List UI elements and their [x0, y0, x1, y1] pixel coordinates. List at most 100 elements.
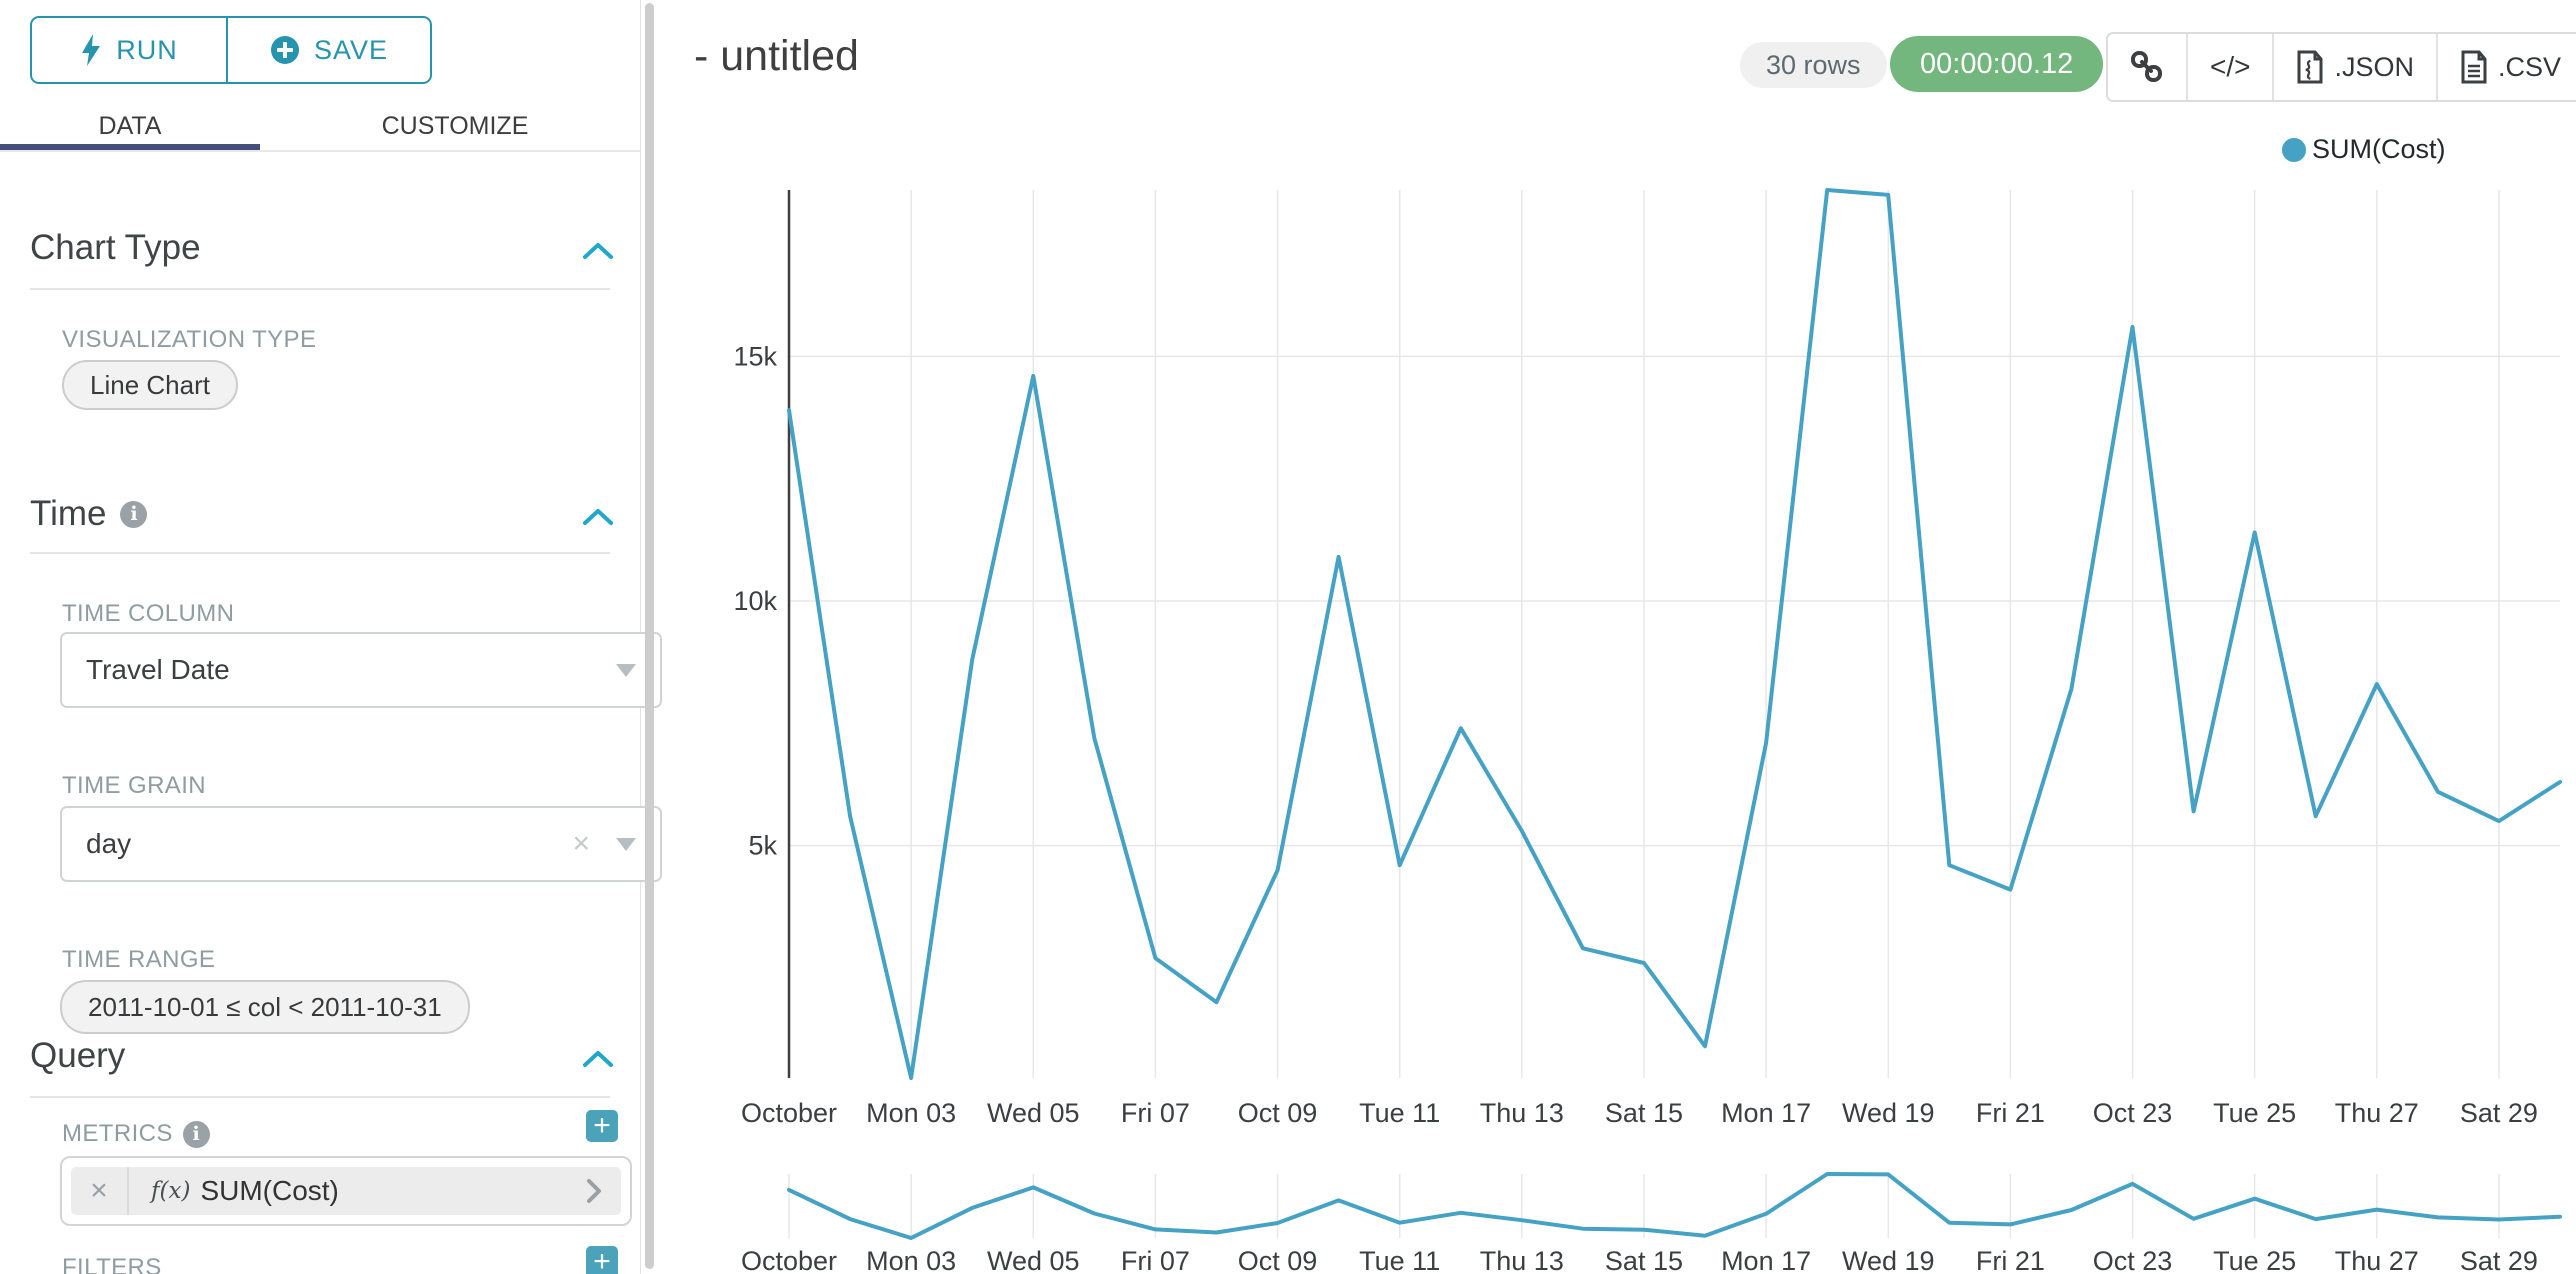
- section-time-header[interactable]: Time i: [30, 494, 148, 534]
- metrics-label: METRICS i: [62, 1120, 210, 1148]
- metrics-field: × f(x) SUM(Cost): [60, 1156, 632, 1226]
- section-query-title: Query: [30, 1036, 126, 1075]
- x-axis-tick-label: Oct 23: [2093, 1246, 2173, 1274]
- legend-series-dot: [2282, 137, 2306, 162]
- query-timer-badge: 00:00:00.12: [1890, 36, 2104, 92]
- time-column-value: Travel Date: [86, 654, 230, 685]
- chevron-right-icon: [587, 1179, 601, 1203]
- x-axis-tick-label: Fri 07: [1121, 1246, 1190, 1274]
- panel-scrollbar[interactable]: [645, 3, 654, 1269]
- expand-metric-chevron[interactable]: [567, 1178, 621, 1204]
- save-button-label: SAVE: [313, 34, 389, 65]
- token-divider: [127, 1167, 129, 1215]
- x-axis-tick-label: Wed 05: [987, 1098, 1080, 1128]
- run-button-label: RUN: [116, 34, 178, 65]
- time-grain-label: TIME GRAIN: [62, 772, 207, 799]
- active-tab-underline: [0, 144, 260, 151]
- x-axis-tick-label: Wed 05: [987, 1246, 1080, 1274]
- metric-value: SUM(Cost): [200, 1175, 339, 1206]
- info-icon: i: [120, 500, 148, 528]
- file-csv-icon: [2461, 50, 2487, 84]
- y-axis-tick-label: 10k: [733, 586, 777, 616]
- info-icon: i: [182, 1120, 210, 1148]
- save-chart-button[interactable]: SAVE: [228, 18, 430, 82]
- share-link-button[interactable]: [2108, 34, 2188, 100]
- time-column-select[interactable]: Travel Date: [60, 632, 662, 708]
- x-axis-tick-label: Sat 29: [2460, 1246, 2538, 1274]
- time-range-label: TIME RANGE: [62, 946, 216, 973]
- function-icon: f(x): [151, 1178, 191, 1204]
- x-axis-tick-label: Wed 19: [1842, 1246, 1935, 1274]
- row-count-badge: 30 rows: [1740, 42, 1887, 88]
- x-axis-tick-label: Tue 25: [2213, 1098, 2296, 1128]
- x-axis-tick-label: Thu 27: [2335, 1246, 2419, 1274]
- line-chart-canvas[interactable]: 5k 10k 15k October Mon 03 Wed 05 Fri 07 Oct 09 T…: [660, 170, 2576, 1274]
- x-axis-tick-label: Oct 23: [2093, 1098, 2173, 1128]
- embed-code-button[interactable]: </>: [2188, 34, 2275, 100]
- add-metric-button[interactable]: +: [586, 1110, 618, 1142]
- plus-circle-icon: [270, 36, 299, 64]
- metric-token[interactable]: × f(x) SUM(Cost): [71, 1167, 621, 1215]
- chart-legend[interactable]: SUM(Cost): [2282, 134, 2446, 165]
- filters-label: FILTERS: [62, 1254, 162, 1274]
- series-line-sum-cost[interactable]: [787, 188, 2562, 1080]
- x-axis-tick-label: Mon 03: [866, 1246, 956, 1274]
- x-axis-tick-label: Fri 21: [1976, 1098, 2045, 1128]
- x-axis-tick-label: Sat 15: [1605, 1098, 1683, 1128]
- x-axis-tick-label: Thu 13: [1480, 1098, 1564, 1128]
- x-axis-tick-label: Fri 21: [1976, 1246, 2045, 1274]
- time-range-value[interactable]: 2011-10-01 ≤ col < 2011-10-31: [60, 980, 470, 1034]
- link-icon: [2131, 51, 2162, 82]
- caret-down-icon: [616, 663, 636, 677]
- caret-down-icon: [616, 837, 636, 851]
- run-save-button-group: RUN SAVE: [30, 16, 432, 84]
- x-axis-tick-label: Mon 17: [1721, 1098, 1811, 1128]
- visualization-type-value[interactable]: Line Chart: [62, 360, 238, 410]
- x-axis-tick-label: Thu 27: [2335, 1098, 2419, 1128]
- export-csv-label: .CSV: [2498, 51, 2562, 82]
- tab-data[interactable]: DATA: [98, 111, 162, 140]
- y-axis-tick-label: 15k: [733, 341, 777, 371]
- chart-title[interactable]: - untitled: [694, 32, 859, 80]
- code-icon: </>: [2210, 51, 2251, 82]
- x-axis-tick-label: Fri 07: [1121, 1098, 1190, 1128]
- x-axis-tick-label: October: [741, 1098, 837, 1128]
- x-axis-tick-label: Wed 19: [1842, 1098, 1935, 1128]
- x-axis-tick-label: Tue 11: [1359, 1246, 1440, 1274]
- x-axis-tick-label: Sat 29: [2460, 1098, 2538, 1128]
- time-grain-value: day: [86, 828, 132, 859]
- run-query-button[interactable]: RUN: [32, 18, 228, 82]
- section-chart-type-title: Chart Type: [30, 228, 201, 267]
- clear-icon[interactable]: ×: [572, 827, 590, 860]
- chevron-up-icon[interactable]: [582, 508, 614, 526]
- lightning-bolt-icon: [82, 34, 101, 66]
- section-query-header[interactable]: Query: [30, 1036, 125, 1076]
- y-axis-tick-label: 5k: [748, 831, 777, 861]
- chevron-up-icon[interactable]: [582, 242, 614, 260]
- tab-customize[interactable]: CUSTOMIZE: [381, 111, 529, 140]
- section-divider: [30, 1096, 610, 1098]
- x-axis-tick-label: Sat 15: [1605, 1246, 1683, 1274]
- section-chart-type-header[interactable]: Chart Type: [30, 228, 201, 268]
- file-json-icon: [2297, 50, 2323, 84]
- remove-metric-icon[interactable]: ×: [90, 1174, 108, 1207]
- x-axis-tick-label: Mon 17: [1721, 1246, 1811, 1274]
- time-grain-select[interactable]: day ×: [60, 806, 662, 882]
- export-json-button[interactable]: .JSON: [2274, 34, 2438, 100]
- x-axis-tick-label: Oct 09: [1238, 1246, 1318, 1274]
- section-divider: [30, 552, 610, 554]
- export-csv-button[interactable]: .CSV: [2438, 34, 2576, 100]
- x-axis-tick-label: Mon 03: [866, 1098, 956, 1128]
- x-axis-tick-label: Oct 09: [1238, 1098, 1318, 1128]
- chevron-up-icon[interactable]: [582, 1050, 614, 1068]
- time-column-label: TIME COLUMN: [62, 600, 235, 627]
- export-button-group: </> .JSON .CSV: [2106, 32, 2576, 102]
- x-axis-tick-label: Tue 11: [1359, 1098, 1440, 1128]
- x-axis-tick-label: October: [741, 1246, 837, 1274]
- add-filter-button[interactable]: +: [586, 1246, 618, 1274]
- section-time-title: Time: [30, 494, 107, 533]
- range-selector-line[interactable]: [787, 1172, 2562, 1240]
- x-axis-tick-label: Tue 25: [2213, 1246, 2296, 1274]
- tabs-divider: [0, 150, 640, 152]
